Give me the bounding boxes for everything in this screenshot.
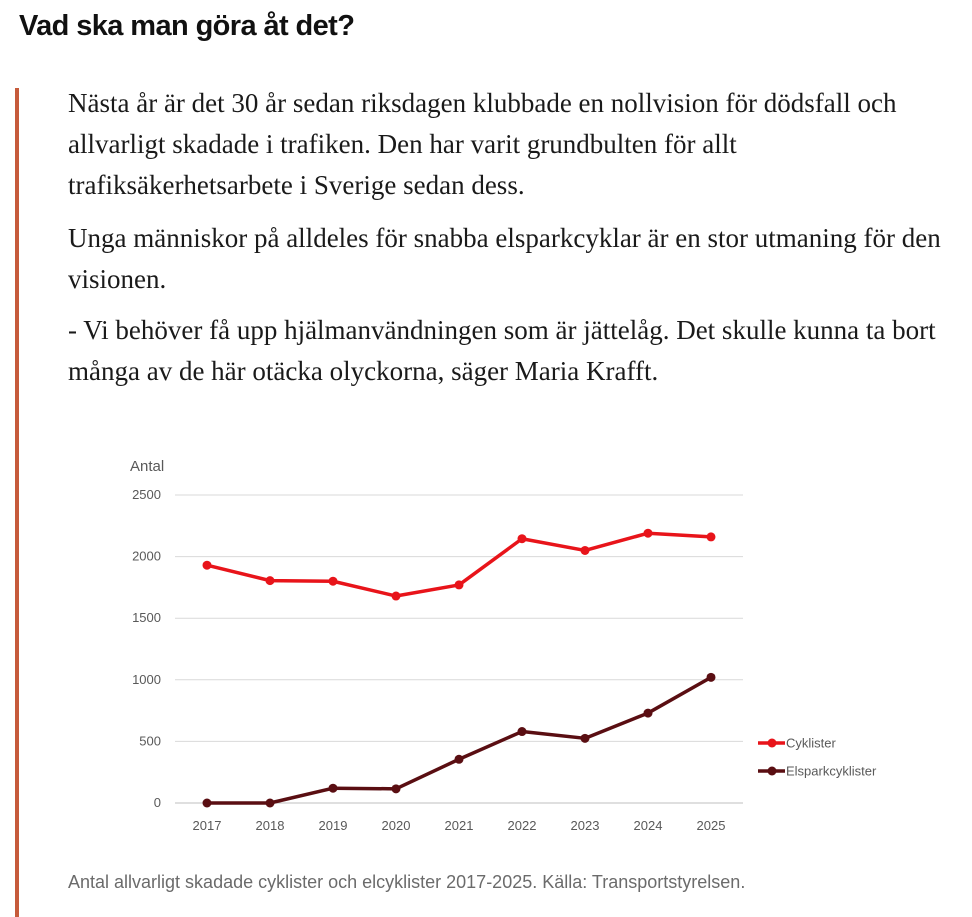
paragraph-2: Unga människor på alldeles för snabba el… [68, 223, 941, 294]
data-point [517, 534, 527, 544]
data-point [517, 727, 527, 737]
chart: Antal 0 500 1000 1500 2000 2500 2017 2018 2019 202… [100, 445, 940, 845]
x-tick-label: 2022 [508, 818, 537, 833]
data-point [202, 798, 212, 808]
x-tick-label: 2025 [697, 818, 726, 833]
y-tick-label: 0 [154, 795, 161, 810]
data-point [643, 708, 653, 718]
data-point [202, 560, 212, 570]
data-point [643, 528, 653, 538]
legend-marker-2 [767, 766, 777, 776]
x-tick-label: 2018 [256, 818, 285, 833]
x-tick-label: 2021 [445, 818, 474, 833]
line-chart-svg: Antal 0 500 1000 1500 2000 2500 2017 2018 2019 202… [130, 458, 877, 833]
data-point [391, 591, 401, 601]
paragraph-1: Nästa år är det 30 år sedan riksdagen kl… [68, 88, 897, 200]
data-point [580, 733, 590, 743]
series-line-2 [207, 675, 712, 805]
data-point [265, 798, 275, 808]
data-point [706, 532, 716, 542]
data-point [454, 580, 464, 590]
x-tick-label: 2024 [634, 818, 663, 833]
y-tick-label: 1500 [132, 610, 161, 625]
x-tick-label: 2023 [571, 818, 600, 833]
data-point [328, 576, 338, 586]
paragraph-3: - Vi behöver få upp hjälmanvändningen so… [68, 315, 936, 386]
x-tick-label: 2017 [193, 818, 222, 833]
section-heading: Vad ska man göra åt det? [19, 10, 355, 42]
x-tick-label: 2019 [319, 818, 348, 833]
chart-caption: Antal allvarligt skadade cyklister och e… [68, 872, 746, 892]
legend-label-2: Elsparkcyklister [786, 764, 877, 779]
y-tick-label: 2000 [132, 549, 161, 564]
quote-bar [15, 88, 19, 917]
data-point [454, 754, 464, 764]
x-tick-label: 2020 [382, 818, 411, 833]
data-point [265, 576, 275, 586]
data-point [580, 545, 590, 555]
data-point [391, 784, 401, 794]
y-tick-label: 2500 [132, 487, 161, 502]
y-tick-label: 1000 [132, 672, 161, 687]
y-tick-label: 500 [139, 733, 161, 748]
legend-marker-1 [767, 738, 777, 748]
y-axis-label: Antal [130, 458, 164, 475]
data-point [706, 672, 716, 682]
legend-label-1: Cyklister [786, 736, 837, 751]
data-point [328, 783, 338, 793]
